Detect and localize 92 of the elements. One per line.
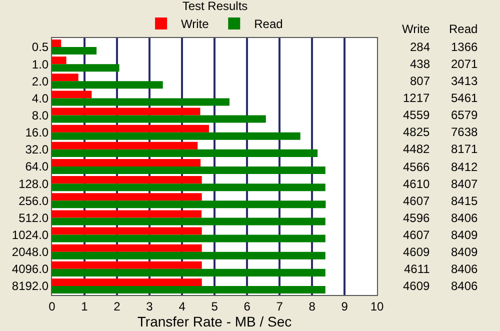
y-tick-label: 64.0 bbox=[25, 160, 49, 174]
bar bbox=[52, 81, 163, 89]
text: 4825 bbox=[403, 125, 430, 139]
text: Write bbox=[402, 22, 430, 36]
y-tick-label: 1024.0 bbox=[12, 228, 49, 242]
text: 4609 bbox=[403, 245, 430, 259]
y-tick-label: 512.0 bbox=[18, 210, 49, 225]
text: 8171 bbox=[451, 142, 478, 156]
text: 3413 bbox=[451, 74, 478, 88]
text: 1366 bbox=[451, 40, 478, 54]
text: 1217 bbox=[403, 91, 430, 105]
x-tick-label: 9 bbox=[341, 299, 348, 314]
text: 8412 bbox=[451, 160, 478, 174]
x-tick-label: 0 bbox=[48, 299, 56, 314]
x-tick-label: 6 bbox=[244, 299, 251, 314]
x-tick-label: 5 bbox=[211, 299, 218, 314]
y-tick-label: 4.0 bbox=[32, 91, 49, 106]
bar bbox=[52, 56, 66, 64]
text: 8406 bbox=[451, 211, 478, 225]
bar bbox=[52, 184, 326, 192]
x-tick-label: 4 bbox=[178, 299, 186, 314]
text: 4611 bbox=[404, 262, 430, 276]
bar bbox=[52, 158, 201, 166]
text: 7638 bbox=[451, 125, 478, 139]
y-tick-label: 2048.0 bbox=[12, 245, 49, 260]
y-tick-label: 256.0 bbox=[18, 194, 49, 208]
bar bbox=[52, 64, 120, 72]
text: 4607 bbox=[403, 194, 430, 208]
bar bbox=[52, 115, 266, 123]
text: 438 bbox=[410, 57, 430, 71]
y-tick-label: 16.0 bbox=[25, 126, 49, 140]
x-tick-label: 8 bbox=[308, 299, 316, 314]
text: 8409 bbox=[451, 228, 478, 242]
text: 2071 bbox=[451, 57, 478, 71]
bar bbox=[52, 90, 92, 98]
bar bbox=[52, 268, 326, 276]
text: 8406 bbox=[451, 262, 478, 276]
x-tick-label: 10 bbox=[370, 299, 384, 314]
bar bbox=[52, 149, 318, 157]
x-tick-label: 7 bbox=[276, 299, 284, 314]
y-tick-label: 8.0 bbox=[32, 108, 49, 122]
text: 8407 bbox=[451, 177, 478, 191]
bar bbox=[52, 278, 202, 286]
bar bbox=[52, 108, 200, 116]
legend-label: Write bbox=[181, 17, 210, 32]
bar bbox=[52, 261, 202, 269]
y-tick-label: 2.0 bbox=[32, 74, 49, 88]
y-tick-label: 0.5 bbox=[32, 40, 49, 54]
text: 4609 bbox=[403, 279, 430, 293]
text: 5461 bbox=[451, 91, 478, 105]
bar bbox=[52, 176, 202, 184]
text: 4610 bbox=[403, 177, 430, 191]
y-tick-label: 32.0 bbox=[25, 142, 49, 157]
bar bbox=[52, 142, 198, 150]
text: 8406 bbox=[451, 279, 478, 293]
text: 8409 bbox=[451, 245, 478, 259]
bar bbox=[52, 200, 326, 208]
legend-label: Read bbox=[254, 17, 283, 32]
bar bbox=[52, 234, 326, 242]
text: 4607 bbox=[403, 228, 430, 242]
bar bbox=[52, 227, 202, 235]
bar bbox=[52, 98, 230, 106]
x-tick-label: 1 bbox=[81, 299, 88, 314]
text: 4566 bbox=[403, 160, 430, 174]
bar bbox=[52, 132, 300, 140]
bar bbox=[52, 124, 210, 132]
text: Read bbox=[449, 22, 478, 36]
x-tick-label: 2 bbox=[114, 299, 121, 314]
text: 6579 bbox=[451, 108, 478, 122]
bar bbox=[52, 210, 202, 218]
chart-title: Test Results bbox=[182, 0, 248, 14]
x-axis-title: Transfer Rate - MB / Sec bbox=[137, 313, 292, 330]
x-tick-label: 3 bbox=[146, 299, 154, 314]
bar bbox=[52, 193, 202, 201]
bar bbox=[52, 218, 326, 226]
bar bbox=[52, 286, 326, 294]
text: 4559 bbox=[403, 108, 430, 122]
text: 8415 bbox=[451, 194, 478, 208]
text: 4482 bbox=[403, 142, 430, 156]
y-tick-label: 128.0 bbox=[18, 176, 49, 191]
bar bbox=[52, 74, 78, 82]
bar bbox=[52, 252, 326, 260]
bar bbox=[52, 244, 202, 252]
y-tick-label: 1.0 bbox=[32, 57, 49, 72]
text: 4596 bbox=[403, 211, 430, 225]
text: 284 bbox=[410, 40, 430, 54]
y-tick-label: 8192.0 bbox=[12, 279, 49, 294]
bar bbox=[52, 47, 97, 55]
bar bbox=[52, 166, 326, 174]
text: 807 bbox=[410, 74, 430, 88]
bar bbox=[52, 39, 62, 47]
y-tick-label: 4096.0 bbox=[12, 262, 49, 276]
